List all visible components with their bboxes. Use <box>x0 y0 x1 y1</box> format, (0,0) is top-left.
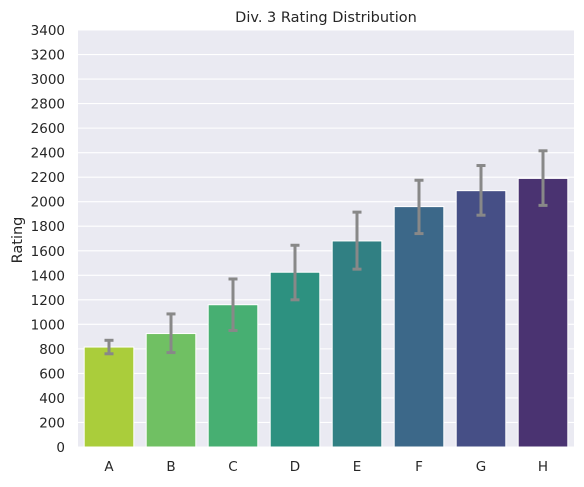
x-tick-label: A <box>104 459 114 475</box>
y-tick-label: 2800 <box>31 97 65 113</box>
y-tick-label: 400 <box>39 391 65 407</box>
y-axis-label: Rating <box>10 217 26 264</box>
x-tick-label: E <box>353 459 362 475</box>
bar-G <box>455 190 507 448</box>
x-tick-label: C <box>228 459 237 475</box>
x-tick-label: F <box>415 459 423 475</box>
y-tick-label: 3000 <box>31 72 65 88</box>
y-tick-label: 1000 <box>31 317 65 333</box>
y-tick-label: 0 <box>56 440 65 456</box>
y-tick-label: 1600 <box>31 244 65 260</box>
y-tick-label: 1200 <box>31 293 65 309</box>
bar-H <box>517 177 569 448</box>
y-tick-label: 2400 <box>31 146 65 162</box>
y-tick-label: 2600 <box>31 121 65 137</box>
x-tick-label: D <box>290 459 300 475</box>
y-tick-label: 600 <box>39 366 65 382</box>
x-tick-label: B <box>166 459 175 475</box>
y-tick-label: 2200 <box>31 170 65 186</box>
x-axis-ticks: A B C D E F G H <box>104 459 548 475</box>
y-tick-label: 1800 <box>31 219 65 235</box>
x-tick-label: G <box>476 459 486 475</box>
chart-title: Div. 3 Rating Distribution <box>235 10 417 26</box>
y-tick-label: 1400 <box>31 268 65 284</box>
bar-A <box>83 346 135 448</box>
y-tick-label: 200 <box>39 415 65 431</box>
x-tick-label: H <box>538 459 548 475</box>
y-axis-ticks: 0 200 400 600 800 1000 1200 1400 1600 1800 2000 220… <box>31 23 65 456</box>
bars <box>83 177 569 448</box>
y-tick-label: 3200 <box>31 48 65 64</box>
y-tick-label: 800 <box>39 342 65 358</box>
error-bars <box>104 149 548 356</box>
bar-F <box>393 206 445 448</box>
y-tick-label: 3400 <box>31 23 65 39</box>
bar-E <box>331 240 383 448</box>
y-tick-label: 2000 <box>31 195 65 211</box>
